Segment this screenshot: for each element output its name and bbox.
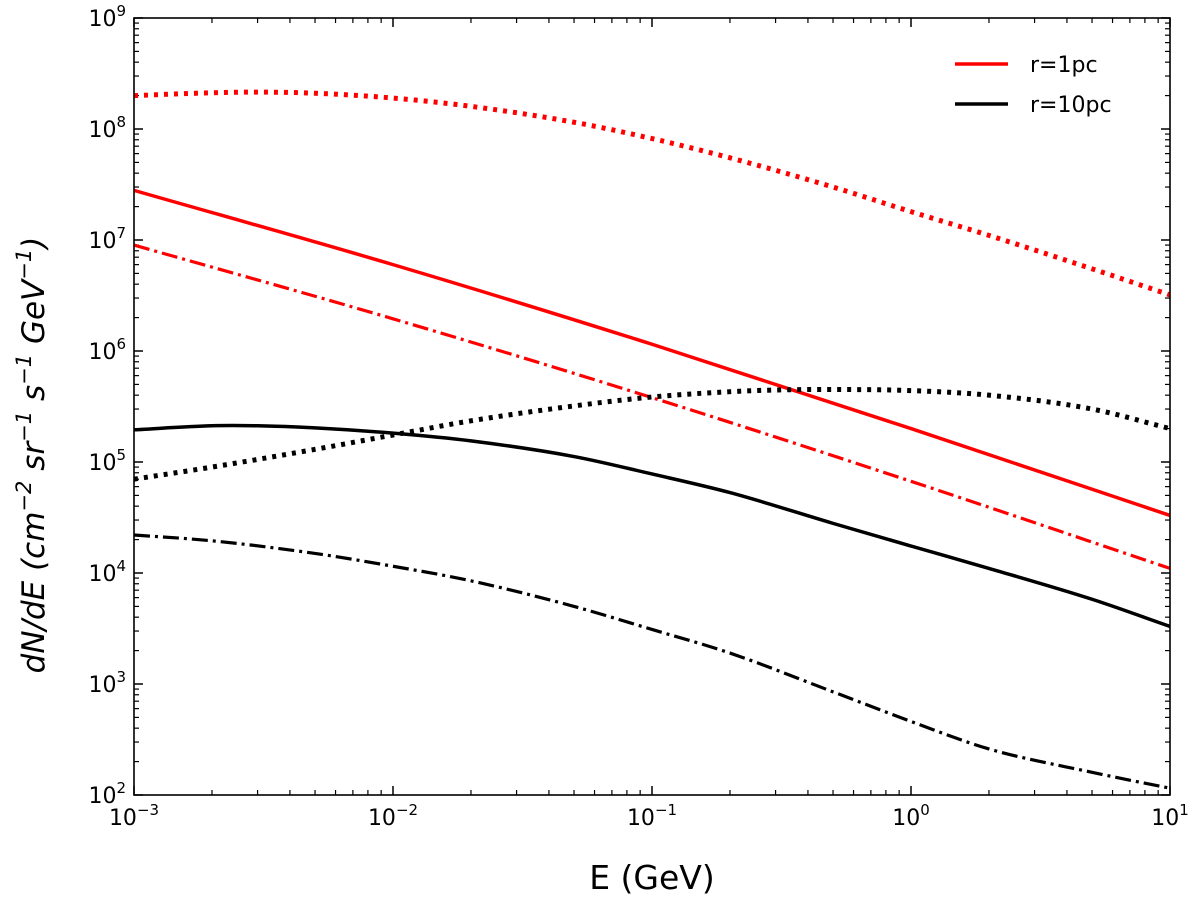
y-label-exp4: −1 [12, 249, 36, 280]
series-line-r-10pc-dotted [133, 386, 1171, 482]
x-tick-base: 10 [627, 806, 655, 831]
x-tick-label: 10−3 [109, 801, 159, 831]
x-tick-base: 10 [892, 806, 920, 831]
y-axis-title: dN/dE (cm−2 sr−1 s−1 GeV−1) [12, 237, 52, 674]
y-tick-label: 108 [88, 113, 126, 143]
y-tick-exp: 8 [116, 113, 126, 131]
y-tick-exp: 6 [116, 335, 126, 353]
x-tick-label: 10−2 [368, 801, 418, 831]
y-tick-label: 104 [88, 557, 126, 587]
axes-frame [133, 17, 1171, 796]
series-line-r-10pc-dashdot [133, 533, 1171, 790]
x-tick-exp: −1 [655, 801, 677, 819]
y-tick-label: 109 [88, 2, 126, 32]
x-tick-exp: −2 [396, 801, 418, 819]
y-tick-label: 107 [88, 224, 126, 254]
series-line-r-1pc-solid [133, 188, 1171, 518]
y-tick-label: 106 [88, 335, 126, 365]
y-tick-base: 10 [88, 784, 116, 809]
series-line-r-1pc-dotted [133, 89, 1171, 298]
y-tick-exp: 4 [116, 557, 126, 575]
x-tick-base: 10 [368, 806, 396, 831]
y-tick-exp: 2 [116, 779, 126, 797]
y-label-exp3: −1 [12, 354, 36, 385]
y-tick-exp: 3 [116, 668, 126, 686]
y-label-prefix: dN/dE (cm [16, 512, 52, 674]
x-tick-base: 10 [1151, 806, 1179, 831]
minor-ticks [134, 18, 1170, 795]
y-label-exp2: −1 [12, 411, 36, 442]
y-tick-base: 10 [88, 673, 116, 698]
y-tick-base: 10 [88, 7, 116, 32]
x-tick-exp: −3 [137, 801, 159, 819]
legend-label-r10pc: r=10pc [1030, 93, 1112, 118]
y-tick-exp: 9 [116, 2, 126, 20]
x-axis-title: E (GeV) [589, 858, 715, 897]
y-tick-base: 10 [88, 451, 116, 476]
series-line-r-10pc-solid [133, 423, 1171, 629]
legend-label-r1pc: r=1pc [1030, 53, 1098, 78]
x-tick-exp: 0 [920, 801, 930, 819]
series-line-r-1pc-dashdot [133, 243, 1171, 570]
y-label-suffix: ) [16, 237, 52, 251]
major-ticks [133, 17, 1171, 796]
x-tick-label: 10−1 [627, 801, 677, 831]
y-tick-base: 10 [88, 340, 116, 365]
x-tick-exp: 1 [1179, 801, 1189, 819]
x-tick-base: 10 [109, 806, 137, 831]
y-tick-exp: 5 [116, 446, 126, 464]
y-tick-base: 10 [88, 118, 116, 143]
y-tick-base: 10 [88, 229, 116, 254]
y-tick-label: 103 [88, 668, 126, 698]
y-tick-exp: 7 [116, 224, 126, 242]
x-tick-label: 100 [892, 801, 930, 831]
y-label-mid1: sr [16, 440, 52, 481]
y-tick-label: 105 [88, 446, 126, 476]
legend: r=1pc r=10pc [955, 53, 1112, 118]
tick-labels: 10−3 10−2 10−1 100 1011021031041051061071081… [88, 2, 1188, 831]
plot-area [133, 89, 1171, 790]
y-label-mid2: s [16, 385, 52, 411]
x-tick-label: 101 [1151, 801, 1189, 831]
y-label-exp1: −2 [12, 481, 36, 512]
y-tick-label: 102 [88, 779, 126, 809]
y-label-mid3: GeV [16, 277, 52, 354]
y-tick-base: 10 [88, 562, 116, 587]
